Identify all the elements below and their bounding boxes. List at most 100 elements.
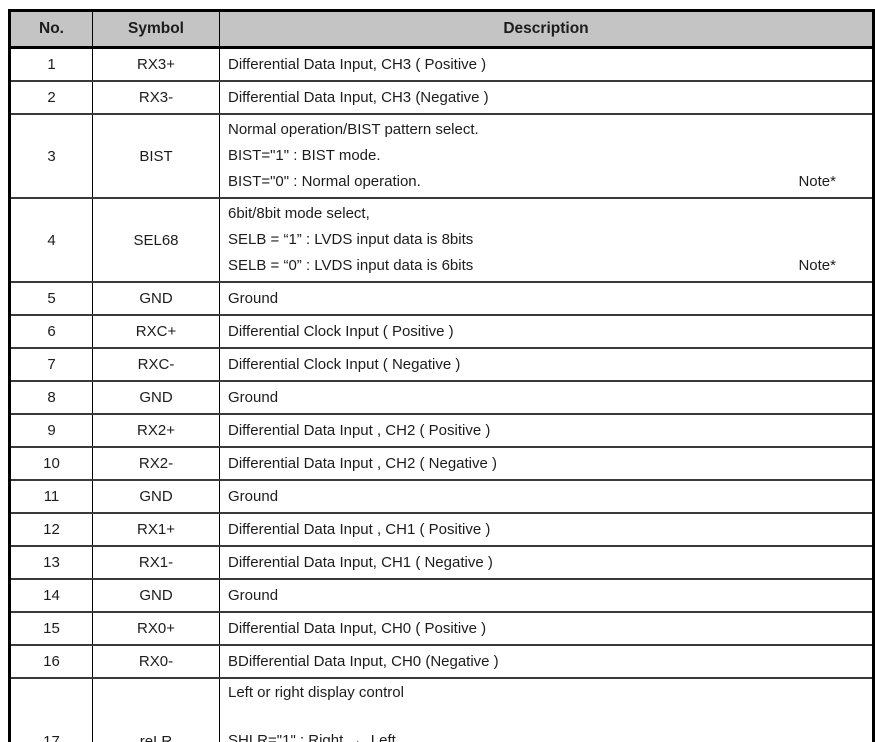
pin-description-cell: BDifferential Data Input, CH0 (Negative … — [219, 644, 874, 679]
description-line: BDifferential Data Input, CH0 (Negative … — [228, 649, 864, 675]
pin-number-cell: 1 — [9, 46, 93, 82]
pin-symbol-cell: RXC+ — [92, 314, 220, 349]
pin-symbol-cell: BIST — [92, 113, 220, 199]
table-row: 1 RX3+ Differential Data Input, CH3 ( Posi… — [9, 46, 874, 82]
column-header-no: No. — [9, 10, 93, 49]
pin-description-cell: Left or right display control SHLR="1" :… — [219, 677, 874, 742]
description-text: Normal operation/BIST pattern select. — [228, 121, 479, 138]
pin-number-cell: 2 — [9, 80, 93, 115]
pin-symbol-cell: RX1- — [92, 545, 220, 580]
pin-number-cell: 5 — [9, 281, 93, 316]
pin-number-cell: 9 — [9, 413, 93, 448]
pin-description-cell: Differential Clock Input ( Positive ) — [219, 314, 874, 349]
pin-symbol-cell: GND — [92, 380, 220, 415]
pin-table-body: 1 RX3+ Differential Data Input, CH3 ( Posi… — [9, 46, 874, 742]
description-text: Ground — [228, 586, 279, 604]
pin-number-cell: 14 — [9, 578, 93, 613]
table-row: 11 GND Ground — [9, 479, 874, 514]
table-row: 2 RX3- Differential Data Input, CH3 (Negat… — [9, 80, 874, 115]
pin-symbol-cell: reLR — [92, 677, 220, 742]
pin-number-cell: 15 — [9, 611, 93, 646]
pin-number-cell: 8 — [9, 380, 93, 415]
description-text: Differential Data Input, CH1 ( Negative … — [228, 553, 493, 571]
description-text: BIST="1" : BIST mode. — [228, 147, 381, 164]
pin-number-cell: 3 — [9, 113, 93, 199]
pin-number-cell: 6 — [9, 314, 93, 349]
pin-number-cell: 12 — [9, 512, 93, 547]
description-text: Differential Data Input , CH1 ( Positive… — [228, 520, 491, 538]
table-row: 5 GND Ground — [9, 281, 874, 316]
description-text: BIST="0" : Normal operation. — [228, 173, 421, 190]
description-line: SELB = “1” : LVDS input data is 8bits — [228, 227, 864, 253]
description-text: Differential Data Input , CH2 ( Positive… — [228, 421, 491, 439]
pin-description-cell: Differential Data Input, CH3 (Negative ) — [219, 80, 874, 115]
description-text: Differential Data Input, CH3 ( Positive … — [228, 55, 487, 73]
table-row: 12 RX1+ Differential Data Input , CH1 ( Po… — [9, 512, 874, 547]
description-line: Differential Data Input , CH2 ( Positive… — [228, 418, 864, 444]
description-text: Differential Data Input, CH0 ( Positive … — [228, 619, 487, 637]
pin-description-cell: Ground — [219, 380, 874, 415]
table-row: 8 GND Ground — [9, 380, 874, 415]
pin-description-cell: Differential Data Input , CH2 ( Positive… — [219, 413, 874, 448]
pin-symbol-cell: RX2- — [92, 446, 220, 481]
description-text: Ground — [228, 388, 279, 406]
description-text: Ground — [228, 487, 279, 505]
pin-description-cell: 6bit/8bit mode select, SELB = “1” : LVDS … — [219, 197, 874, 283]
description-line: Left or right display control — [228, 681, 864, 705]
table-row: 3 BIST Normal operation/BIST pattern selec… — [9, 113, 874, 199]
pin-number-cell: 4 — [9, 197, 93, 283]
column-header-description: Description — [219, 10, 874, 49]
description-line: BIST="0" : Normal operation. Note* — [228, 169, 864, 195]
pin-number-cell: 17 — [9, 677, 93, 742]
pin-symbol-cell: RX2+ — [92, 413, 220, 448]
description-line — [228, 705, 864, 729]
description-line: SHLR="1" : Right → Left — [228, 729, 864, 742]
pin-description-cell: Differential Data Input , CH1 ( Positive… — [219, 512, 874, 547]
description-line: 6bit/8bit mode select, — [228, 201, 864, 227]
description-line: SELB = “0” : LVDS input data is 6bits Not… — [228, 253, 864, 279]
pin-number-cell: 7 — [9, 347, 93, 382]
pin-description-cell: Ground — [219, 281, 874, 316]
pin-description-cell: Differential Data Input, CH1 ( Negative … — [219, 545, 874, 580]
description-text: Differential Clock Input ( Positive ) — [228, 322, 454, 340]
table-row: 7 RXC- Differential Clock Input ( Negative… — [9, 347, 874, 382]
description-line: Differential Data Input, CH3 ( Positive … — [228, 52, 864, 78]
note-marker: Note* — [798, 173, 836, 190]
pin-symbol-cell: GND — [92, 281, 220, 316]
description-line: Differential Data Input , CH2 ( Negative… — [228, 451, 864, 477]
pin-description-cell: Differential Data Input , CH2 ( Negative… — [219, 446, 874, 481]
description-line: Ground — [228, 385, 864, 411]
pin-description-cell: Differential Data Input, CH0 ( Positive … — [219, 611, 874, 646]
note-marker: Note* — [798, 257, 836, 274]
description-line: Ground — [228, 484, 864, 510]
table-header: No. Symbol Description — [9, 10, 874, 49]
table-row: 6 RXC+ Differential Clock Input ( Positive… — [9, 314, 874, 349]
pin-symbol-cell: RX0+ — [92, 611, 220, 646]
table-row: 15 RX0+ Differential Data Input, CH0 ( Pos… — [9, 611, 874, 646]
pin-symbol-cell: GND — [92, 578, 220, 613]
table-row: 16 RX0- BDifferential Data Input, CH0 (Neg… — [9, 644, 874, 679]
description-text: Differential Data Input, CH3 (Negative ) — [228, 88, 489, 106]
pin-description-table: No. Symbol Description 1 RX3+ Differential… — [8, 9, 875, 742]
table-row: 10 RX2- Differential Data Input , CH2 ( Ne… — [9, 446, 874, 481]
description-line: Differential Data Input, CH3 (Negative ) — [228, 85, 864, 111]
description-text: Left or right display control — [228, 684, 404, 701]
table-row: 14 GND Ground — [9, 578, 874, 613]
pin-number-cell: 16 — [9, 644, 93, 679]
pin-description-cell: Differential Clock Input ( Negative ) — [219, 347, 874, 382]
pin-symbol-cell: GND — [92, 479, 220, 514]
description-line: Ground — [228, 286, 864, 312]
description-text: SELB = “0” : LVDS input data is 6bits — [228, 257, 474, 274]
description-text: Differential Clock Input ( Negative ) — [228, 355, 461, 373]
pin-number-cell: 13 — [9, 545, 93, 580]
description-text: 6bit/8bit mode select, — [228, 205, 370, 222]
pin-number-cell: 10 — [9, 446, 93, 481]
description-text: SHLR="1" : Right → Left — [228, 732, 396, 742]
table-row: 4 SEL68 6bit/8bit mode select, SELB = “1” :… — [9, 197, 874, 283]
pin-description-cell: Normal operation/BIST pattern select. BIS… — [219, 113, 874, 199]
pin-symbol-cell: RX3- — [92, 80, 220, 115]
pin-description-cell: Ground — [219, 578, 874, 613]
pin-symbol-cell: SEL68 — [92, 197, 220, 283]
pin-description-cell: Differential Data Input, CH3 ( Positive … — [219, 46, 874, 82]
pin-symbol-cell: RX0- — [92, 644, 220, 679]
